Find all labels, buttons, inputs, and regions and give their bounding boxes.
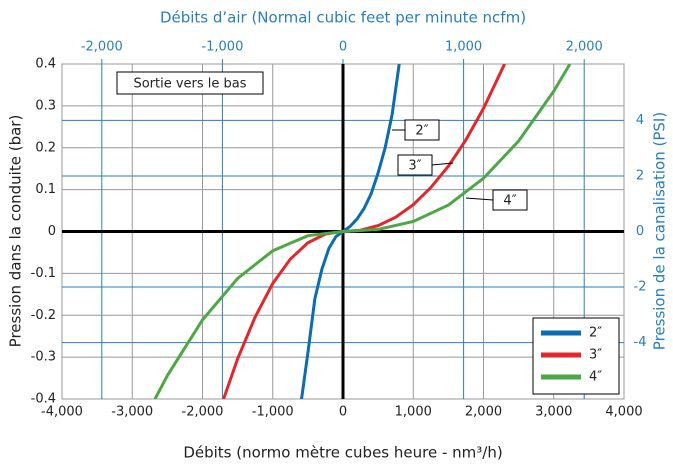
annotation: 4″ xyxy=(503,194,516,209)
x-tick-label: -4,000 xyxy=(41,405,83,420)
annotation: 2″ xyxy=(415,124,428,139)
annotation-box xyxy=(404,119,440,141)
y-tick-label: 0.2 xyxy=(35,140,56,155)
y2-axis-label: Pression de la canalisation (PSI) xyxy=(651,112,669,350)
x-tick-label: 2,000 xyxy=(465,405,502,420)
y-tick-label: 0.4 xyxy=(35,57,56,72)
x2-tick-label: -2,000 xyxy=(81,40,123,55)
legend-label: 4″ xyxy=(589,370,602,385)
y-tick-label: -0.3 xyxy=(31,350,56,365)
x-tick-label: -2,000 xyxy=(182,405,224,420)
y-tick-label: 0.1 xyxy=(35,182,56,197)
y-tick-label: 0 xyxy=(48,224,56,239)
x2-tick-label: -1,000 xyxy=(201,40,243,55)
y-tick-label: -0.2 xyxy=(31,308,56,323)
annotation-box xyxy=(492,189,528,211)
chart-title: Débits d’air (Normal cubic feet per minu… xyxy=(160,9,526,27)
y2-tick-label: -4 xyxy=(634,335,647,350)
annotation-connector xyxy=(431,162,454,166)
x2-tick-label: 1,000 xyxy=(445,40,482,55)
series-line xyxy=(153,64,572,399)
annotation-connector xyxy=(465,197,494,201)
series-group xyxy=(153,64,572,399)
x2-tick-label: 0 xyxy=(339,40,347,55)
y-tick-label: -0.1 xyxy=(31,266,56,281)
annotation: 3″ xyxy=(408,159,421,174)
y2-tick-label: 4 xyxy=(636,113,644,128)
x-tick-label: -1,000 xyxy=(252,405,294,420)
x-axis-label: Débits (normo mètre cubes heure - nm³/h) xyxy=(183,444,502,462)
x-tick-label: -3,000 xyxy=(111,405,153,420)
x-tick-label: 1,000 xyxy=(395,405,432,420)
x-tick-label: 3,000 xyxy=(535,405,572,420)
y-tick-label: 0.3 xyxy=(35,98,56,113)
annotation-box xyxy=(397,154,433,176)
annotation-box xyxy=(116,71,264,95)
y-tick-label: -0.4 xyxy=(31,392,56,407)
series-line xyxy=(300,64,401,399)
legend-label: 3″ xyxy=(589,348,602,363)
legend-label: 2″ xyxy=(589,326,602,341)
y2-tick-label: -2 xyxy=(634,280,647,295)
y2-tick-label: 0 xyxy=(636,224,644,239)
x2-tick-label: 2,000 xyxy=(566,40,603,55)
x-tick-label: 0 xyxy=(339,405,347,420)
annotation: Sortie vers le bas xyxy=(133,77,246,92)
y-axis-label: Pression dans la conduite (bar) xyxy=(7,115,25,348)
x-tick-label: 4,000 xyxy=(605,405,642,420)
y2-tick-label: 2 xyxy=(636,168,644,183)
